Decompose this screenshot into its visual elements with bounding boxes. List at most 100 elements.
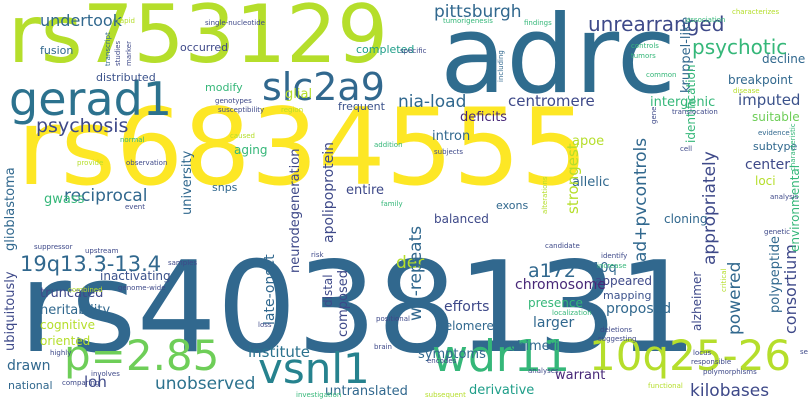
word-suggesting: suggesting <box>598 335 637 343</box>
word-samples: samples <box>168 259 198 267</box>
word-marker: marker <box>125 41 133 66</box>
word-loci: loci <box>755 174 776 188</box>
word-entire: entire <box>346 183 385 198</box>
word-appeared: appeared <box>595 274 652 288</box>
word-consortium: consortium <box>781 244 800 334</box>
word-alterations: alterations <box>541 176 549 214</box>
word-region: region <box>281 106 304 114</box>
word-translocation: translocation <box>672 108 718 116</box>
word-nia-load: nia-load <box>398 92 467 112</box>
word-genotypes: genotypes <box>215 97 252 105</box>
word-apoe: apoe <box>572 134 605 149</box>
word-a172: a172 <box>528 260 576 282</box>
word-adrc: adrc <box>440 0 677 118</box>
word-institute: institute <box>248 343 311 361</box>
word-rs4038131: rs4038131 <box>19 234 698 381</box>
word-identification: identification <box>684 64 698 143</box>
word-brain: brain <box>374 343 392 351</box>
word-psychosis: psychosis <box>36 115 129 137</box>
word-10q: 10q <box>592 261 617 276</box>
word-vsnl1: vsnl1 <box>258 344 370 393</box>
word-unobserved: unobserved <box>155 374 256 394</box>
word-critical: critical <box>720 268 728 292</box>
word-tumors: tumors <box>631 52 656 60</box>
word-responsible: responsible <box>691 358 732 366</box>
word-observation: observation <box>126 159 168 167</box>
word-symptoms: symptoms <box>418 347 486 362</box>
word-combined: combined <box>68 286 103 294</box>
word-heritability: heritability <box>40 303 111 318</box>
word-loss: loss <box>258 321 272 329</box>
word-functional: functional <box>648 382 683 390</box>
word-chimeric: chimeric <box>510 339 566 354</box>
word-exons: exons <box>496 199 529 212</box>
word-gwass: gwass <box>44 192 85 207</box>
word-aging: aging <box>234 143 268 157</box>
word-oriented: oriented <box>40 334 91 348</box>
word-imputed: imputed <box>738 91 801 109</box>
word-telomere: telomere <box>440 319 494 333</box>
word-candidate: candidate <box>545 242 580 250</box>
word-gene: gene <box>650 106 658 125</box>
word-efforts: efforts <box>444 299 490 315</box>
word-identify: identify <box>601 252 628 260</box>
word-provide: provide <box>77 159 104 167</box>
word-glial: glial <box>285 87 313 102</box>
word-common: common <box>646 71 677 79</box>
word-glioblastoma: glioblastoma <box>3 167 18 251</box>
word-family: family <box>381 200 403 208</box>
word-increase: increase <box>597 262 627 270</box>
word-locus: locus <box>693 349 712 357</box>
word-suitable: suitable <box>752 110 800 124</box>
word-ubiquitously: ubiquitously <box>3 271 18 351</box>
word-including: including <box>497 50 505 82</box>
word-rs6834555: rs6834555 <box>17 86 588 209</box>
word-addition: addition <box>374 141 403 149</box>
word-involves: involves <box>91 370 120 378</box>
word-decline: decline <box>762 52 806 66</box>
word-cell: cell <box>680 145 693 153</box>
word-intergenic: intergenic <box>650 95 716 110</box>
word-neurodegeneration: neurodegeneration <box>288 148 303 273</box>
word-snps: snps <box>212 181 238 194</box>
word-psychotic: psychotic <box>692 35 788 59</box>
word-risk: risk <box>311 251 324 259</box>
word-wdr11: wdr11 <box>432 331 570 382</box>
word-untranslated: untranslated <box>325 384 408 399</box>
word-susceptibility: susceptibility <box>218 106 265 114</box>
word-larger: larger <box>533 315 575 331</box>
word-gerad1: gerad1 <box>9 72 173 126</box>
word-powered: powered <box>725 261 745 335</box>
word-ad-pvcontrols: ad+pvcontrols <box>631 137 651 262</box>
word-controls: controls <box>631 42 659 50</box>
word-deletions: deletions <box>600 326 633 334</box>
word-cognitive: cognitive <box>40 318 96 332</box>
word-breakpoint: breakpoint <box>728 73 793 87</box>
word-apolipoprotein: apolipoprotein <box>321 141 337 243</box>
word-university: university <box>180 150 195 215</box>
word-disease: disease <box>733 87 760 95</box>
word-positional: positional <box>376 315 410 323</box>
word-warrant: warrant <box>555 368 606 383</box>
word-rs753129: rs753129 <box>8 0 388 81</box>
word-normal: normal <box>120 136 145 144</box>
word-derivative: derivative <box>469 383 535 398</box>
word-transcript: transcript <box>104 32 112 66</box>
word-comparing: comparing <box>62 379 100 387</box>
word-center: center <box>745 157 791 173</box>
word-findings: findings <box>524 19 552 27</box>
word-slc2a9: slc2a9 <box>262 65 385 109</box>
word-upstream: upstream <box>85 247 119 255</box>
word-centromere: centromere <box>508 92 595 110</box>
word-association: association <box>686 16 726 24</box>
word-intron: intron <box>432 129 471 144</box>
word-polypeptide: polypeptide <box>768 236 783 313</box>
word-polymorphisms: polymorphisms <box>703 368 757 376</box>
word-caused: caused <box>230 132 255 140</box>
word-appropriately: appropriately <box>700 151 720 265</box>
word-subsequent: subsequent <box>425 391 466 399</box>
word-loh: loh <box>84 373 107 391</box>
word-environmental: environmental <box>788 164 802 252</box>
word-subtype: subtype <box>753 140 798 153</box>
